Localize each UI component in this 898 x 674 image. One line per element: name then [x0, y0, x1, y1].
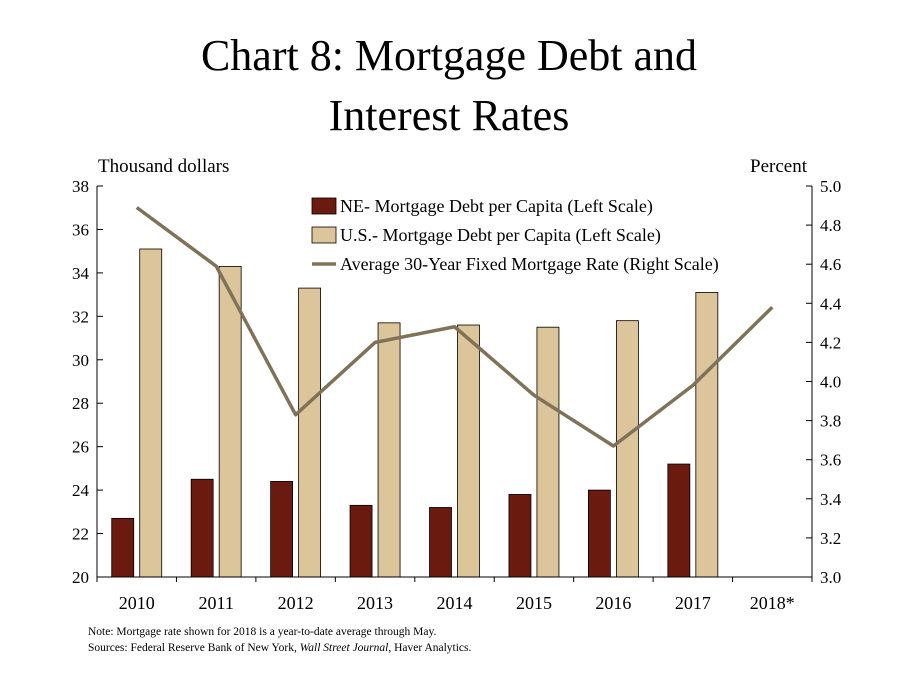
left-tick-label: 30 — [72, 351, 89, 370]
bar-us-2017 — [695, 292, 719, 578]
left-tick-label: 34 — [72, 264, 90, 283]
bar-ne-2016 — [587, 489, 611, 578]
sources-prefix: Sources: Federal Reserve Bank of New Yor… — [88, 642, 300, 654]
bar-us-2015 — [536, 326, 560, 578]
left-tick-label: 38 — [72, 177, 89, 196]
bar-ne-2011 — [190, 478, 214, 578]
bar-ne-2013 — [349, 504, 373, 578]
left-tick-label: 28 — [72, 394, 89, 413]
bar-us-2012 — [298, 287, 322, 578]
left-tick-label: 36 — [72, 220, 89, 239]
left-tick-label: 32 — [72, 307, 89, 326]
bar-ne-2012 — [270, 481, 294, 578]
x-tick-label: 2018* — [750, 593, 795, 613]
bar-us-2016 — [615, 320, 639, 578]
footnote: Note: Mortgage rate shown for 2018 is a … — [88, 626, 437, 638]
right-tick-label: 4.4 — [820, 294, 842, 313]
left-tick-label: 24 — [72, 481, 90, 500]
legend-label: U.S.- Mortgage Debt per Capita (Left Sca… — [340, 225, 661, 246]
bar-ne-2010 — [111, 517, 135, 578]
x-tick-label: 2011 — [198, 593, 233, 613]
legend-label: Average 30-Year Fixed Mortgage Rate (Rig… — [340, 254, 719, 275]
left-tick-label: 26 — [72, 438, 89, 457]
right-tick-label: 3.0 — [820, 568, 841, 587]
sources-suffix: , Haver Analytics. — [388, 642, 472, 654]
bar-us-2010 — [139, 248, 163, 578]
x-tick-label: 2012 — [278, 593, 314, 613]
bar-us-2011 — [218, 265, 242, 578]
right-tick-label: 5.0 — [820, 177, 841, 196]
right-tick-label: 4.2 — [820, 333, 841, 352]
chart-title-line-2: Interest Rates — [328, 91, 570, 140]
right-tick-label: 3.8 — [820, 412, 841, 431]
chart-title-line-1: Chart 8: Mortgage Debt and — [200, 31, 698, 80]
right-tick-label: 4.6 — [820, 255, 841, 274]
right-tick-label: 3.6 — [820, 451, 841, 470]
left-axis-unit-label: Thousand dollars — [98, 156, 230, 177]
x-tick-label: 2014 — [437, 593, 473, 613]
x-tick-label: 2017 — [675, 593, 711, 613]
x-tick-label: 2016 — [595, 593, 631, 613]
sources-note: Sources: Federal Reserve Bank of New Yor… — [88, 642, 471, 654]
legend-swatch-us — [311, 226, 337, 244]
bar-ne-2014 — [429, 507, 452, 578]
bar-us-2013 — [377, 322, 401, 578]
left-tick-label: 22 — [72, 525, 89, 544]
x-tick-label: 2010 — [119, 593, 155, 613]
bar-ne-2017 — [667, 463, 691, 578]
right-tick-label: 3.2 — [820, 529, 841, 548]
x-tick-label: 2013 — [357, 593, 393, 613]
right-tick-label: 4.0 — [820, 373, 841, 392]
bar-ne-2015 — [508, 494, 532, 578]
bar-us-2014 — [457, 324, 480, 578]
right-axis-unit-label: Percent — [750, 156, 807, 177]
right-tick-label: 4.8 — [820, 216, 841, 235]
legend-swatch-ne — [311, 197, 337, 215]
x-tick-label: 2015 — [516, 593, 552, 613]
rate-line — [135, 206, 774, 448]
sources-italic: Wall Street Journal — [299, 642, 389, 654]
legend-label: NE- Mortgage Debt per Capita (Left Scale… — [340, 196, 653, 217]
right-tick-label: 3.4 — [820, 490, 842, 509]
left-tick-label: 20 — [72, 568, 89, 587]
